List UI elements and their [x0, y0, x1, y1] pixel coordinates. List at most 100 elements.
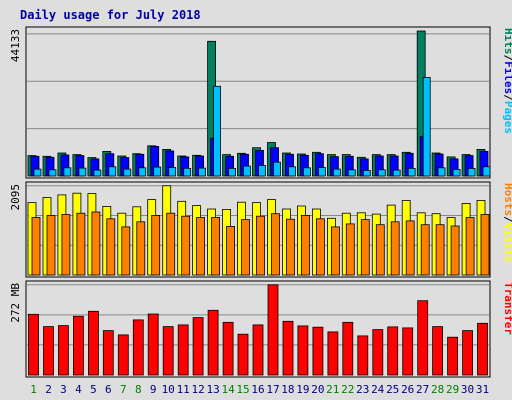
bar-transfer: [327, 331, 339, 376]
bar-hosts: [106, 218, 116, 276]
bar-transfer: [432, 326, 444, 376]
bar-hosts: [181, 215, 191, 276]
bar-pages: [168, 167, 177, 177]
panel-hosts-visits: 2095 Hosts/Visits: [9, 181, 512, 278]
bar-transfer: [192, 317, 204, 376]
bar-transfer: [237, 333, 249, 376]
x-tick-label: 9: [150, 383, 157, 396]
bar-pages: [78, 167, 87, 177]
bar-hosts: [136, 221, 146, 276]
legend-entry: /: [502, 94, 512, 101]
bar-pages: [467, 167, 476, 177]
x-tick-label: 29: [446, 383, 459, 396]
bar-transfer: [297, 325, 309, 376]
bar-transfer: [357, 335, 369, 376]
bar-pages: [63, 167, 72, 177]
bar-hosts: [151, 214, 161, 276]
bar-hosts: [465, 217, 475, 276]
x-axis-labels: 1 2 3 4 5 6 7 8 9 10 11 12 13 14 15 16 17 18 19 20 21 22 23 24 2…: [30, 383, 489, 396]
bar-hosts: [286, 218, 295, 276]
x-tick-label: 11: [177, 383, 190, 396]
bar-transfer: [282, 320, 294, 376]
panel-legend: Hosts/Visits: [502, 183, 512, 263]
bar-transfer: [372, 329, 384, 376]
x-tick-label: 14: [221, 383, 235, 396]
bar-hosts: [196, 217, 206, 276]
x-tick-label: 13: [206, 383, 219, 396]
bar-hosts: [450, 225, 460, 276]
panel-transfer: 272 MB Transfer: [9, 280, 512, 378]
legend-entry: /: [502, 216, 512, 223]
bar-pages: [213, 85, 222, 177]
bar-pages: [48, 169, 57, 177]
legend-entry: Visits: [502, 223, 512, 263]
x-tick-label: 26: [401, 383, 414, 396]
bar-pages: [452, 168, 461, 177]
legend-entry: Pages: [502, 101, 512, 134]
y-axis-max-label: 44133: [9, 29, 22, 62]
bar-pages: [332, 168, 341, 177]
bar-transfer: [132, 319, 144, 376]
bar-hosts: [300, 214, 310, 276]
bar-transfer: [222, 321, 234, 376]
x-tick-label: 21: [326, 383, 339, 396]
bar-hosts: [480, 214, 490, 276]
x-tick-label: 22: [341, 383, 354, 396]
bar-transfer: [342, 321, 354, 376]
bar-pages: [288, 166, 296, 177]
x-tick-label: 16: [251, 383, 264, 396]
bar-pages: [362, 169, 371, 177]
x-tick-label: 3: [60, 383, 67, 396]
bar-pages: [392, 169, 401, 177]
bar-transfer: [267, 284, 279, 376]
bar-transfer: [147, 313, 159, 376]
bar-transfer: [43, 326, 54, 376]
bar-pages: [108, 166, 117, 177]
x-tick-label: 10: [162, 383, 175, 396]
bar-pages: [183, 167, 192, 177]
bar-transfer: [102, 330, 114, 376]
legend-entry: Hits: [502, 28, 512, 55]
bar-hosts: [360, 219, 370, 276]
x-tick-label: 5: [90, 383, 97, 396]
bar-transfer: [447, 336, 459, 376]
bar-transfer: [177, 324, 189, 376]
x-tick-label: 8: [135, 383, 142, 396]
bar-hosts: [31, 217, 41, 276]
bar-pages: [153, 166, 162, 177]
bar-transfer: [252, 324, 264, 376]
x-tick-label: 1: [30, 383, 37, 396]
bar-hosts: [61, 214, 71, 276]
bar-hosts: [211, 217, 221, 276]
bar-pages: [407, 167, 416, 177]
bar-pages: [273, 161, 281, 177]
bar-transfer: [58, 325, 69, 376]
bar-hosts: [76, 212, 86, 276]
x-tick-label: 2: [45, 383, 52, 396]
bar-hosts: [405, 220, 415, 276]
x-tick-label: 31: [476, 383, 489, 396]
bar-transfer: [117, 334, 129, 376]
bar-hosts: [256, 215, 265, 276]
bar-transfer: [88, 310, 99, 376]
bar-hosts: [315, 218, 325, 276]
bar-hosts: [330, 226, 340, 276]
x-tick-label: 27: [416, 383, 429, 396]
bar-pages: [228, 167, 237, 177]
legend-entry: Files: [502, 61, 512, 94]
bar-hosts: [91, 211, 101, 276]
y-axis-max-label: 2095: [9, 184, 22, 211]
bar-pages: [302, 167, 311, 177]
bar-hosts: [271, 213, 280, 276]
bar-pages: [123, 168, 132, 177]
panel-legend: Hits/Files/Pages: [502, 28, 512, 134]
x-tick-label: 20: [311, 383, 324, 396]
bar-pages: [33, 168, 42, 177]
x-tick-label: 25: [386, 383, 399, 396]
bar-pages: [437, 167, 446, 177]
x-tick-label: 30: [461, 383, 474, 396]
x-tick-label: 28: [431, 383, 444, 396]
bar-pages: [258, 165, 266, 177]
